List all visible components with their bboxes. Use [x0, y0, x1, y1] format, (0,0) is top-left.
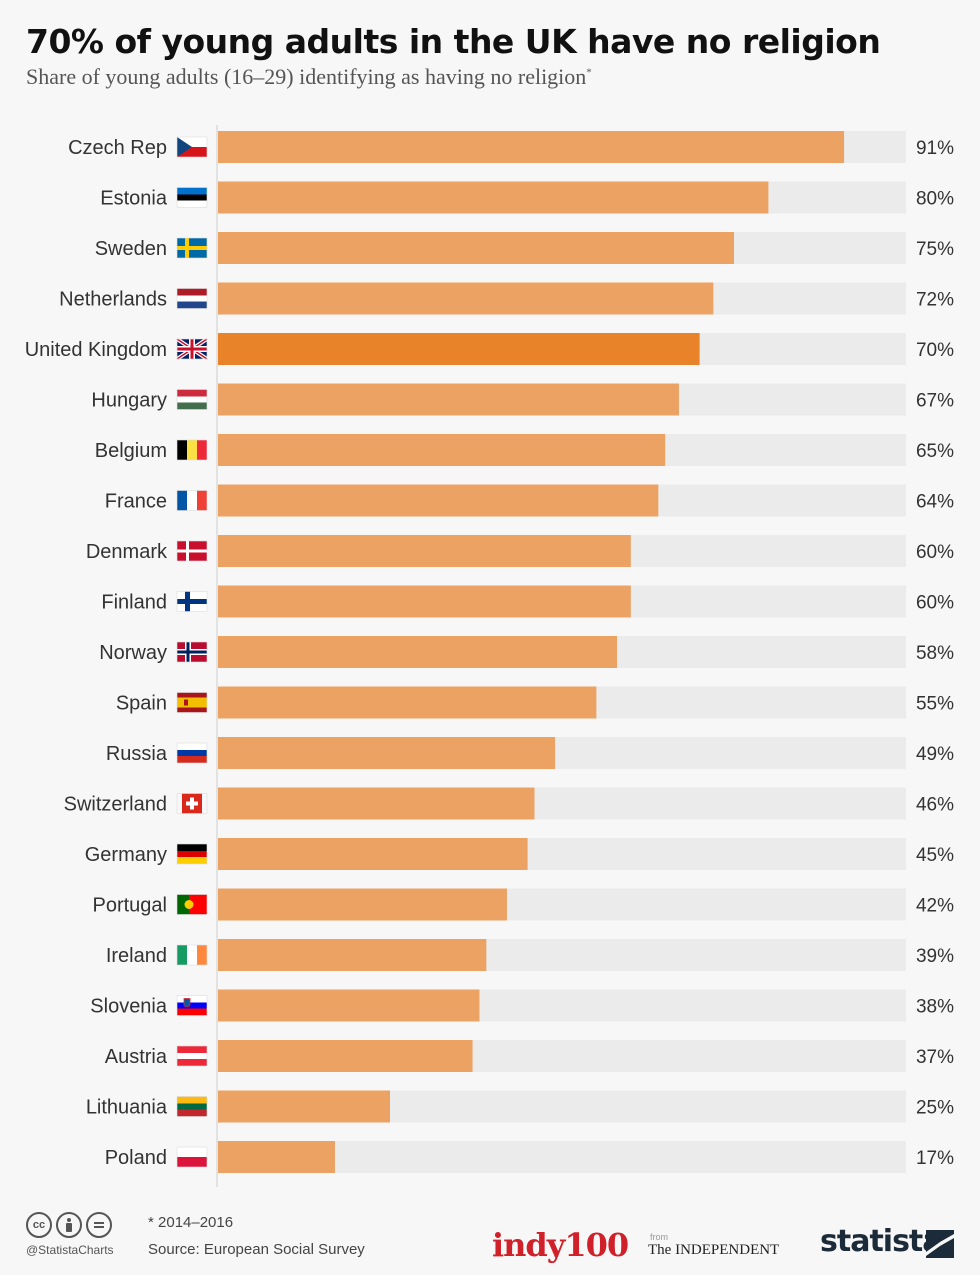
belgium-flag-icon: [176, 439, 208, 461]
bar-spain: [218, 686, 597, 719]
sweden-flag-icon: [176, 237, 208, 259]
category-label-estonia: Estonia: [100, 188, 168, 210]
switzerland-flag-icon: [176, 793, 208, 814]
value-label-ireland: 39%: [916, 946, 954, 967]
indy100-logo: indy100: [492, 1226, 629, 1264]
footnote: * 2014–2016: [148, 1214, 234, 1231]
bar-chart: Czech Rep 91% Estonia 80% Sweden 75% Netherlan…: [25, 125, 954, 1187]
value-label-spain: 55%: [916, 694, 954, 715]
value-label-united-kingdom: 70%: [916, 340, 954, 361]
norway-flag-icon: [176, 641, 208, 663]
logo-from-text: from: [650, 1232, 668, 1242]
source-note: Source: European Social Survey: [148, 1241, 365, 1258]
bar-austria: [218, 1040, 473, 1072]
category-label-switzerland: Switzerland: [64, 794, 167, 816]
bar-netherlands: [218, 282, 714, 315]
bar-hungary: [218, 383, 679, 416]
cc-icon: cc: [26, 1212, 52, 1238]
category-label-norway: Norway: [99, 642, 167, 664]
netherlands-flag-icon: [176, 288, 208, 309]
category-label-spain: Spain: [116, 693, 167, 715]
category-label-lithuania: Lithuania: [86, 1097, 168, 1119]
bar-poland: [218, 1141, 335, 1173]
value-label-belgium: 65%: [916, 441, 954, 462]
category-label-netherlands: Netherlands: [59, 289, 167, 311]
category-label-belgium: Belgium: [95, 440, 167, 462]
category-label-hungary: Hungary: [91, 390, 167, 412]
statista-logo: statista: [820, 1224, 943, 1259]
category-label-portugal: Portugal: [93, 895, 168, 917]
value-label-netherlands: 72%: [916, 290, 954, 311]
category-label-france: France: [105, 491, 167, 513]
spain-flag-icon: [176, 692, 208, 713]
bar-slovenia: [218, 989, 480, 1022]
bar-norway: [218, 636, 618, 668]
estonia-flag-icon: [176, 187, 208, 208]
statista-logo-mark: [926, 1230, 954, 1258]
bar-lithuania: [218, 1090, 390, 1123]
value-label-russia: 49%: [916, 744, 954, 765]
category-label-slovenia: Slovenia: [90, 996, 168, 1018]
category-label-ireland: Ireland: [106, 945, 167, 967]
lithuania-flag-icon: [176, 1096, 208, 1117]
france-flag-icon: [176, 490, 208, 511]
nd-icon: [86, 1212, 112, 1238]
statista-handle: @StatistaCharts: [26, 1243, 114, 1257]
value-label-slovenia: 38%: [916, 997, 954, 1018]
bar-russia: [218, 737, 556, 769]
bar-switzerland: [218, 787, 535, 820]
category-label-sweden: Sweden: [95, 238, 167, 260]
category-label-finland: Finland: [101, 592, 167, 614]
portugal-flag-icon: [176, 894, 208, 915]
value-label-portugal: 42%: [916, 896, 954, 917]
uk-flag-icon: [175, 337, 209, 361]
bar-finland: [218, 585, 631, 618]
license-icons: cc: [26, 1212, 112, 1238]
bar-denmark: [218, 535, 631, 567]
bar-belgium: [218, 434, 666, 466]
value-label-norway: 58%: [916, 643, 954, 664]
category-label-poland: Poland: [105, 1147, 167, 1169]
value-label-poland: 17%: [916, 1148, 954, 1169]
bar-sweden: [218, 232, 734, 264]
chart-subtitle: Share of young adults (16–29) identifyin…: [26, 64, 592, 89]
bar-france: [218, 484, 659, 517]
bar-united-kingdom: [218, 333, 700, 365]
value-label-denmark: 60%: [916, 542, 954, 563]
czech-flag-icon: [176, 136, 208, 158]
category-label-czech-rep: Czech Rep: [68, 137, 167, 159]
ireland-flag-icon: [176, 944, 208, 966]
bar-portugal: [218, 888, 507, 921]
category-label-germany: Germany: [85, 844, 167, 866]
value-label-austria: 37%: [916, 1047, 954, 1068]
finland-flag-icon: [176, 591, 208, 612]
value-label-estonia: 80%: [916, 189, 954, 210]
austria-flag-icon: [176, 1045, 208, 1067]
germany-flag-icon: [176, 843, 208, 865]
value-label-sweden: 75%: [916, 239, 954, 260]
category-label-denmark: Denmark: [86, 541, 168, 563]
slovenia-flag-icon: [176, 995, 208, 1016]
by-icon: [56, 1212, 82, 1238]
bar-estonia: [218, 181, 769, 214]
category-label-austria: Austria: [105, 1046, 168, 1068]
bar-germany: [218, 838, 528, 870]
russia-flag-icon: [176, 742, 208, 764]
value-label-france: 64%: [916, 492, 954, 513]
category-label-russia: Russia: [106, 743, 168, 765]
value-label-czech-rep: 91%: [916, 138, 954, 159]
poland-flag-icon: [176, 1146, 208, 1168]
value-label-lithuania: 25%: [916, 1098, 954, 1119]
value-label-finland: 60%: [916, 593, 954, 614]
denmark-flag-icon: [176, 540, 208, 562]
value-label-germany: 45%: [916, 845, 954, 866]
bar-czech-rep: [218, 131, 845, 163]
value-label-switzerland: 46%: [916, 795, 954, 816]
value-label-hungary: 67%: [916, 391, 954, 412]
bar-ireland: [218, 939, 487, 971]
chart-title: 70% of young adults in the UK have no re…: [26, 22, 881, 61]
category-label-united-kingdom: United Kingdom: [25, 339, 167, 361]
independent-logo: The INDEPENDENT: [648, 1242, 780, 1258]
hungary-flag-icon: [176, 389, 208, 410]
